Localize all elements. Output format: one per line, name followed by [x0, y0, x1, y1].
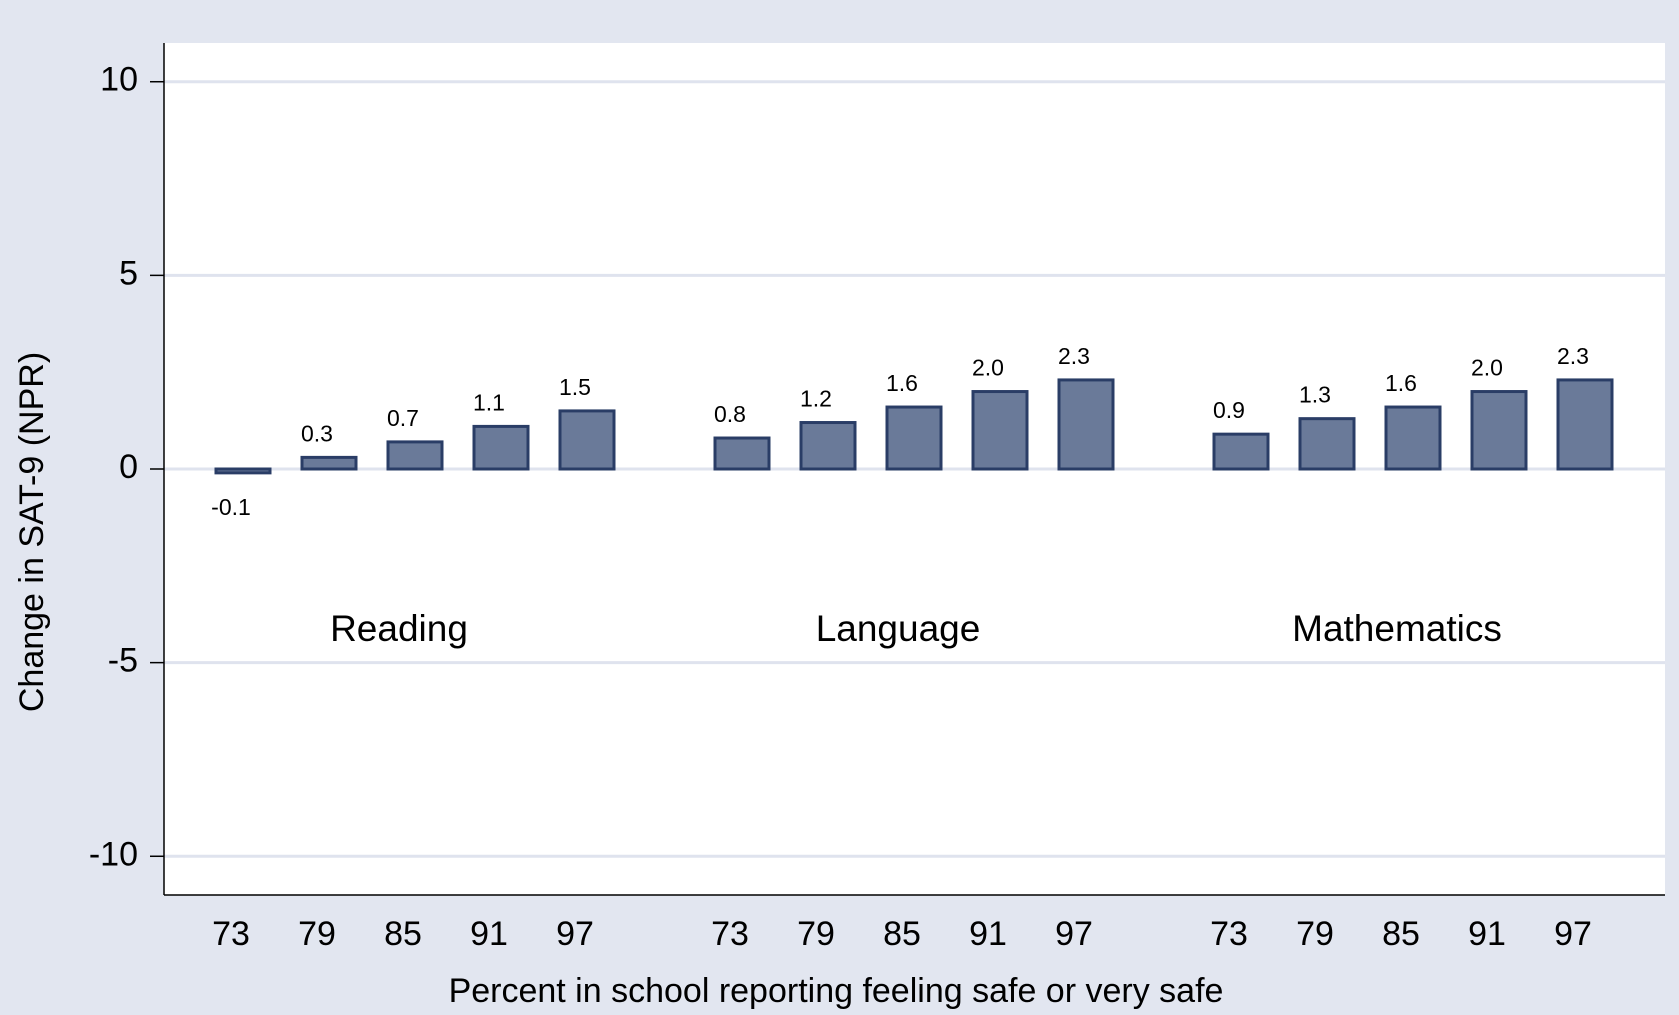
bar: [1384, 405, 1442, 471]
bar: [1556, 378, 1614, 471]
bar: [1470, 390, 1528, 471]
value-label: 1.5: [559, 374, 591, 400]
x-tick-label: 73: [1210, 915, 1248, 953]
bar: [971, 390, 1029, 471]
value-label: -0.1: [211, 494, 251, 520]
y-tick-label: -10: [89, 835, 138, 873]
y-tick-label: 0: [119, 448, 138, 486]
value-label: 2.3: [1058, 343, 1090, 369]
y-tick-label: 5: [119, 254, 138, 292]
x-tick-label: 91: [969, 915, 1007, 953]
value-label: 1.3: [1299, 382, 1331, 408]
value-label: 0.3: [301, 420, 333, 446]
bar: [1057, 378, 1115, 471]
value-label: 0.7: [387, 405, 419, 431]
value-label: 0.8: [714, 401, 746, 427]
y-tick-label: -5: [108, 642, 138, 680]
x-tick-label: 97: [556, 915, 594, 953]
group-label: Reading: [330, 608, 468, 649]
value-label: 1.2: [800, 386, 832, 412]
x-tick-label: 91: [1468, 915, 1506, 953]
x-tick-label: 73: [212, 915, 250, 953]
value-label: 0.9: [1213, 397, 1245, 423]
group-label: Language: [816, 608, 981, 649]
x-tick-label: 85: [883, 915, 921, 953]
bar: [214, 467, 272, 475]
bar: [885, 405, 943, 471]
value-label: 2.0: [1471, 355, 1503, 381]
value-label: 1.6: [886, 370, 918, 396]
value-label: 2.0: [972, 355, 1004, 381]
x-axis-label: Percent in school reporting feeling safe…: [449, 972, 1224, 1010]
x-tick-label: 79: [1296, 915, 1334, 953]
bar: [472, 424, 530, 471]
x-tick-label: 97: [1055, 915, 1093, 953]
value-label: 1.1: [473, 389, 505, 415]
x-tick-label: 79: [797, 915, 835, 953]
x-tick-label: 97: [1554, 915, 1592, 953]
bar: [1212, 432, 1270, 471]
bar: [799, 421, 857, 471]
x-tick-label: 85: [1382, 915, 1420, 953]
value-label: 2.3: [1557, 343, 1589, 369]
bar: [386, 440, 444, 471]
y-axis-label: Change in SAT-9 (NPR): [13, 352, 51, 712]
value-label: 1.6: [1385, 370, 1417, 396]
group-label: Mathematics: [1292, 608, 1502, 649]
y-tick-label: 10: [100, 61, 138, 99]
x-tick-label: 85: [384, 915, 422, 953]
bar: [713, 436, 771, 471]
bar: [1298, 417, 1356, 471]
x-tick-label: 91: [470, 915, 508, 953]
x-tick-label: 79: [298, 915, 336, 953]
bar: [300, 455, 358, 471]
x-tick-label: 73: [711, 915, 749, 953]
bar: [558, 409, 616, 471]
